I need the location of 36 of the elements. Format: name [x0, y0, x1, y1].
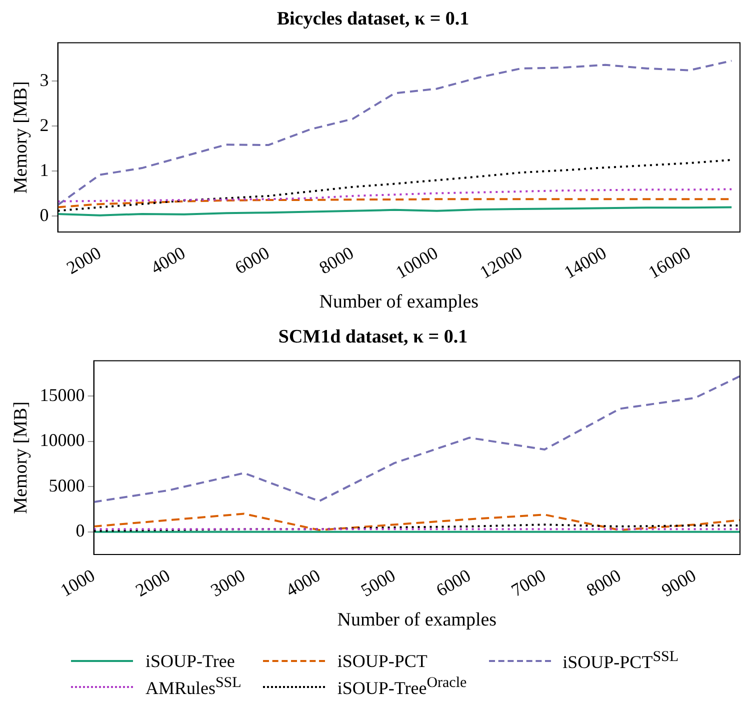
x-tick-label: 9000: [658, 565, 700, 600]
chart-title: Bicycles dataset, κ = 0.1: [276, 8, 470, 30]
x-tick-label: 3000: [207, 565, 248, 600]
x-tick-label: 6000: [432, 565, 474, 600]
legend-label: iSOUP-PCT$^{SSL}$: [562, 649, 679, 673]
x-tick-label: 2000: [63, 242, 104, 278]
y-tick-label: 3: [40, 70, 49, 90]
x-tick-label: 2000: [132, 565, 174, 600]
y-tick-label: 0: [40, 204, 49, 225]
x-tick-label: 6000: [232, 242, 273, 278]
y-tick-label: 5000: [48, 475, 85, 496]
legend-label: iSOUP-Tree: [145, 650, 235, 672]
x-tick-label: 5000: [358, 565, 399, 600]
x-axis-title: Number of examples: [337, 610, 497, 631]
x-axis-title: Number of examples: [319, 292, 479, 313]
x-tick-label: 4000: [282, 565, 324, 600]
x-tick-label: 4000: [147, 242, 188, 278]
line-series: [94, 375, 740, 503]
x-tick-label: 8000: [582, 565, 624, 600]
y-axis-title: Memory [MB]: [10, 401, 32, 514]
y-axis-title: Memory [MB]: [10, 81, 32, 194]
x-tick-label: 8000: [316, 242, 357, 278]
legend-label: iSOUP-Tree$^{Oracle}$: [337, 675, 467, 699]
y-tick-label: 15000: [40, 384, 85, 405]
x-tick-label: 1000: [56, 565, 98, 600]
line-series: [94, 512, 740, 532]
chart-title: SCM1d dataset, κ = 0.1: [278, 326, 468, 348]
legend-label: iSOUP-PCT: [337, 650, 428, 672]
y-tick-label: 10000: [40, 430, 85, 450]
y-tick-label: 1: [40, 160, 49, 180]
line-series: [58, 188, 733, 202]
y-tick-label: 0: [76, 520, 85, 541]
y-tick-label: 2: [40, 114, 49, 135]
line-series: [58, 60, 733, 206]
legend-label: AMRules$^{SSL}$: [145, 675, 242, 699]
x-tick-label: 7000: [508, 565, 550, 600]
